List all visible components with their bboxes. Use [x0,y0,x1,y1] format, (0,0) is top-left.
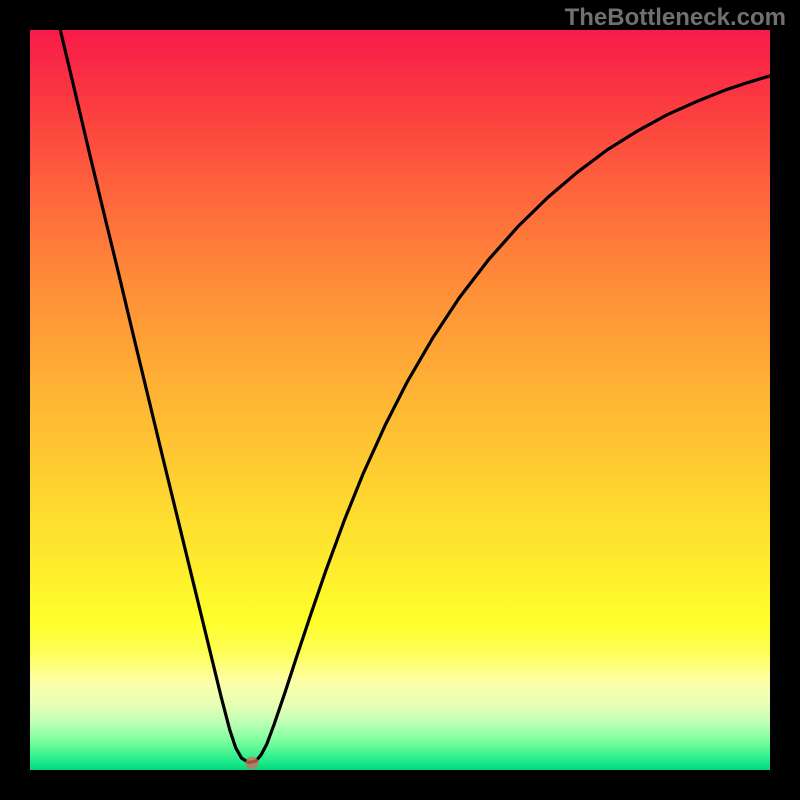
plot-area [30,30,770,770]
chart-container: TheBottleneck.com [0,0,800,800]
watermark: TheBottleneck.com [565,4,786,32]
bottleneck-curve [60,30,770,763]
curve-layer [30,30,770,770]
minimum-marker [246,757,259,770]
